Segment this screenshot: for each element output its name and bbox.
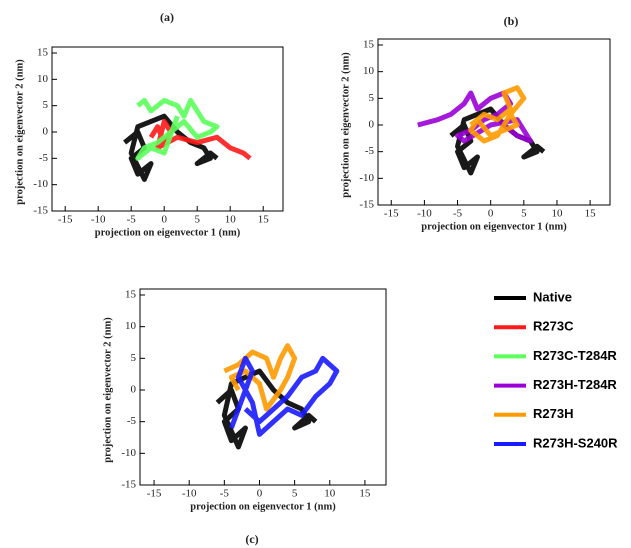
panel: (a) -15 -10 -5 0 5 10 15 -15 -10 -5 0 5 10 15 projectio… xyxy=(14,10,284,238)
trajectory xyxy=(229,355,340,437)
y-tick-label: -10 xyxy=(359,172,374,184)
legend-label: R273H-T284R xyxy=(533,377,617,392)
x-tick-label: -15 xyxy=(147,488,162,500)
x-tick-label: -5 xyxy=(127,214,137,226)
y-tick-label: -15 xyxy=(33,205,48,217)
x-tick-label: 5 xyxy=(521,208,527,220)
y-tick-label: -15 xyxy=(359,199,374,211)
x-tick-label: 10 xyxy=(551,208,563,220)
x-tick-label: 5 xyxy=(194,214,200,226)
y-tick-label: -10 xyxy=(121,447,136,459)
y-tick-label: 5 xyxy=(43,99,49,111)
trajectory xyxy=(135,97,220,161)
legend-label: R273C-T284R xyxy=(533,348,617,363)
panel: (c) -15 -10 -5 0 5 10 15 -15 -10 -5 0 5 10 15 projectio… xyxy=(102,288,387,546)
x-tick-label: -10 xyxy=(417,208,432,220)
y-tick-label: -5 xyxy=(365,145,375,157)
x-tick-label: 15 xyxy=(258,214,270,226)
x-tick-label: -15 xyxy=(58,214,73,226)
y-tick-label: -10 xyxy=(33,178,48,190)
x-tick-label: 10 xyxy=(324,488,336,500)
panel-title: (a) xyxy=(160,10,174,24)
plot-frame xyxy=(139,288,387,486)
trajectory xyxy=(123,113,219,182)
y-tick-label: 0 xyxy=(131,384,137,396)
y-tick-label: 10 xyxy=(125,320,137,332)
x-tick-label: 0 xyxy=(488,208,494,220)
y-tick-label: 5 xyxy=(131,352,137,364)
y-tick-label: 5 xyxy=(369,92,375,104)
legend-label: R273H xyxy=(533,406,573,421)
trajectory xyxy=(468,85,527,144)
x-tick-label: 10 xyxy=(225,214,237,226)
panel-title: (c) xyxy=(245,532,258,546)
legend-label: R273C xyxy=(533,319,574,334)
x-tick-label: 5 xyxy=(292,488,298,500)
x-tick-label: -10 xyxy=(91,214,106,226)
x-axis-label: projection on eigenvector 1 (nm) xyxy=(421,221,567,232)
x-tick-label: 0 xyxy=(257,488,263,500)
y-tick-label: -5 xyxy=(127,415,137,427)
panel-title: (b) xyxy=(504,14,519,28)
x-tick-label: 15 xyxy=(359,488,371,500)
x-axis-label: projection on eigenvector 1 (nm) xyxy=(190,501,336,512)
plot-frame xyxy=(377,38,611,206)
y-tick-label: 15 xyxy=(37,47,49,59)
legend: Native R273C R273C-T284R R273H-T284R R273H R2… xyxy=(494,289,618,450)
plot-frame xyxy=(51,46,284,212)
y-tick-label: 15 xyxy=(125,289,137,301)
x-tick-label: 15 xyxy=(585,208,597,220)
x-tick-label: 0 xyxy=(161,214,167,226)
y-axis-label: projection on eigenvector 2 (nm) xyxy=(340,52,351,198)
y-tick-label: 0 xyxy=(369,119,375,131)
y-tick-label: -15 xyxy=(121,479,136,491)
x-tick-label: -5 xyxy=(453,208,463,220)
x-tick-label: -15 xyxy=(384,208,399,220)
x-axis-label: projection on eigenvector 1 (nm) xyxy=(95,227,241,238)
legend-label: R273H-S240R xyxy=(533,435,618,450)
legend-label: Native xyxy=(533,289,572,304)
x-tick-label: -10 xyxy=(182,488,197,500)
trajectory xyxy=(449,106,546,176)
x-tick-label: -5 xyxy=(220,488,230,500)
y-tick-label: 15 xyxy=(363,39,375,51)
panel: (b) -15 -10 -5 0 5 10 15 -15 -10 -5 0 5 10 15 projectio… xyxy=(340,14,611,232)
y-tick-label: -5 xyxy=(39,152,49,164)
y-tick-label: 10 xyxy=(37,73,49,85)
y-tick-label: 0 xyxy=(43,126,49,138)
y-axis-label: projection on eigenvector 2 (nm) xyxy=(102,317,113,463)
y-tick-label: 10 xyxy=(363,65,375,77)
y-axis-label: projection on eigenvector 2 (nm) xyxy=(14,59,25,205)
